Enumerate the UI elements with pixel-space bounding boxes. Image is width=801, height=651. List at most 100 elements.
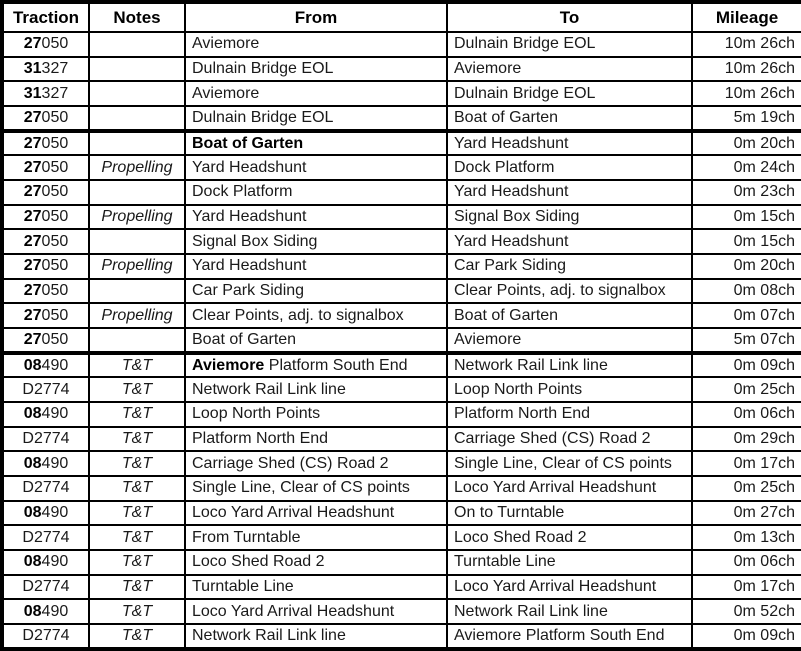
from-cell: Loco Yard Arrival Headshunt (184, 499, 448, 527)
traction-number-prefix: 27 (23, 183, 42, 201)
notes-cell (88, 327, 186, 355)
table-row: 31327 Dulnain Bridge EOL Aviemore 10m 26ch (1, 55, 801, 83)
notes-cell: T&T (88, 623, 186, 650)
notes-cell: T&T (88, 376, 186, 404)
table-row: D2774 T&T Platform North End Carriage Shed … (1, 425, 801, 453)
notes-cell: T&T (88, 499, 186, 527)
table-body: 27050 Aviemore Dulnain Bridge EOL 10m 26ch 3… (1, 31, 801, 650)
traction-number-prefix: 08 (23, 454, 42, 472)
mileage-cell: 0m 20ch (691, 129, 801, 157)
mileage-cell: 5m 19ch (691, 105, 801, 133)
traction-cell: 27050 (1, 179, 90, 206)
notes-cell: T&T (88, 549, 186, 576)
to-cell: Network Rail Link line (446, 598, 693, 626)
mileage-cell: 0m 24ch (691, 154, 801, 182)
table-row: 27050 Aviemore Dulnain Bridge EOL 10m 26ch (1, 31, 801, 58)
notes-cell: Propelling (88, 253, 186, 280)
column-header-traction: Traction (1, 1, 90, 33)
to-cell: Aviemore (446, 327, 693, 355)
from-location: Yard Headshunt (192, 208, 307, 226)
from-cell: Signal Box Siding (184, 228, 448, 256)
traction-cell: 27050 (1, 31, 90, 58)
table-row: 27050 Propelling Clear Points, adj. to sig… (1, 302, 801, 330)
from-cell: Network Rail Link line (184, 623, 448, 650)
traction-cell: 27050 (1, 105, 90, 133)
traction-number-rest: 050 (41, 183, 69, 201)
from-cell: Dulnain Bridge EOL (184, 55, 448, 83)
from-cell: Aviemore (184, 31, 448, 58)
to-cell: Car Park Siding (446, 253, 693, 280)
traction-cell: D2774 (1, 524, 90, 552)
mileage-cell: 0m 27ch (691, 499, 801, 527)
to-cell: Turntable Line (446, 549, 693, 576)
mileage-cell: 10m 26ch (691, 55, 801, 83)
traction-cell: 27050 (1, 253, 90, 280)
notes-cell (88, 228, 186, 256)
traction-number-prefix: 27 (23, 35, 42, 53)
traction-number-rest: D2774 (22, 528, 70, 546)
notes-cell (88, 179, 186, 206)
table-row: D2774 T&T Network Rail Link line Loop North… (1, 376, 801, 404)
traction-cell: D2774 (1, 376, 90, 404)
from-location: Car Park Siding (192, 282, 305, 300)
to-cell: Single Line, Clear of CS points (446, 450, 693, 478)
traction-number-rest: 050 (41, 330, 69, 348)
notes-cell (88, 129, 186, 157)
traction-number-prefix: 27 (23, 257, 42, 275)
from-cell: Loop North Points (184, 401, 448, 428)
traction-number-rest: 490 (41, 602, 69, 620)
to-cell: Aviemore (446, 55, 693, 83)
mileage-cell: 10m 26ch (691, 31, 801, 58)
mileage-cell: 0m 06ch (691, 401, 801, 428)
from-cell: Car Park Siding (184, 277, 448, 305)
traction-cell: D2774 (1, 573, 90, 601)
from-cell: Yard Headshunt (184, 253, 448, 280)
traction-number-rest: 490 (41, 454, 69, 472)
mileage-cell: 0m 52ch (691, 598, 801, 626)
traction-cell: 27050 (1, 203, 90, 231)
from-location: Loco Shed Road 2 (192, 553, 325, 571)
to-cell: Dulnain Bridge EOL (446, 80, 693, 108)
from-cell: Single Line, Clear of CS points (184, 475, 448, 502)
from-location-bold: Aviemore (192, 356, 265, 374)
table-row: D2774 T&T Network Rail Link line Aviemore P… (1, 623, 801, 650)
mileage-cell: 0m 13ch (691, 524, 801, 552)
mileage-cell: 0m 09ch (691, 351, 801, 379)
table-row: 08490 T&T Aviemore Platform South End Netwo… (1, 351, 801, 379)
traction-number-rest: D2774 (22, 430, 70, 448)
table-row: D2774 T&T Single Line, Clear of CS points L… (1, 475, 801, 502)
notes-cell: T&T (88, 573, 186, 601)
to-cell: Dock Platform (446, 154, 693, 182)
table-row: D2774 T&T Turntable Line Loco Yard Arrival … (1, 573, 801, 601)
column-header-notes: Notes (88, 1, 186, 33)
notes-cell: Propelling (88, 154, 186, 182)
from-cell: From Turntable (184, 524, 448, 552)
traction-cell: D2774 (1, 425, 90, 453)
traction-number-rest: 050 (41, 306, 69, 324)
traction-number-rest: 327 (41, 60, 69, 77)
traction-number-rest: 050 (41, 108, 69, 126)
mileage-cell: 0m 17ch (691, 573, 801, 601)
traction-number-rest: D2774 (22, 578, 70, 596)
to-cell: Signal Box Siding (446, 203, 693, 231)
notes-cell: T&T (88, 401, 186, 428)
table-row: 08490 T&T Loco Yard Arrival Headshunt On to… (1, 499, 801, 527)
traction-number-rest: 050 (41, 232, 69, 250)
table-row: 27050 Propelling Yard Headshunt Dock Platfo… (1, 154, 801, 182)
traction-number-prefix: 27 (23, 134, 42, 152)
notes-cell (88, 277, 186, 305)
column-header-mileage: Mileage (691, 1, 801, 33)
notes-cell (88, 31, 186, 58)
traction-cell: 08490 (1, 450, 90, 478)
from-cell: Platform North End (184, 425, 448, 453)
traction-cell: 27050 (1, 228, 90, 256)
table-row: 08490 T&T Carriage Shed (CS) Road 2 Single … (1, 450, 801, 478)
notes-cell: T&T (88, 598, 186, 626)
table-row: 27050 Dock Platform Yard Headshunt 0m 23ch (1, 179, 801, 206)
notes-cell: Propelling (88, 203, 186, 231)
traction-number-rest: 050 (41, 134, 69, 152)
traction-cell: 08490 (1, 351, 90, 379)
from-cell: Loco Yard Arrival Headshunt (184, 598, 448, 626)
traction-cell: 27050 (1, 277, 90, 305)
